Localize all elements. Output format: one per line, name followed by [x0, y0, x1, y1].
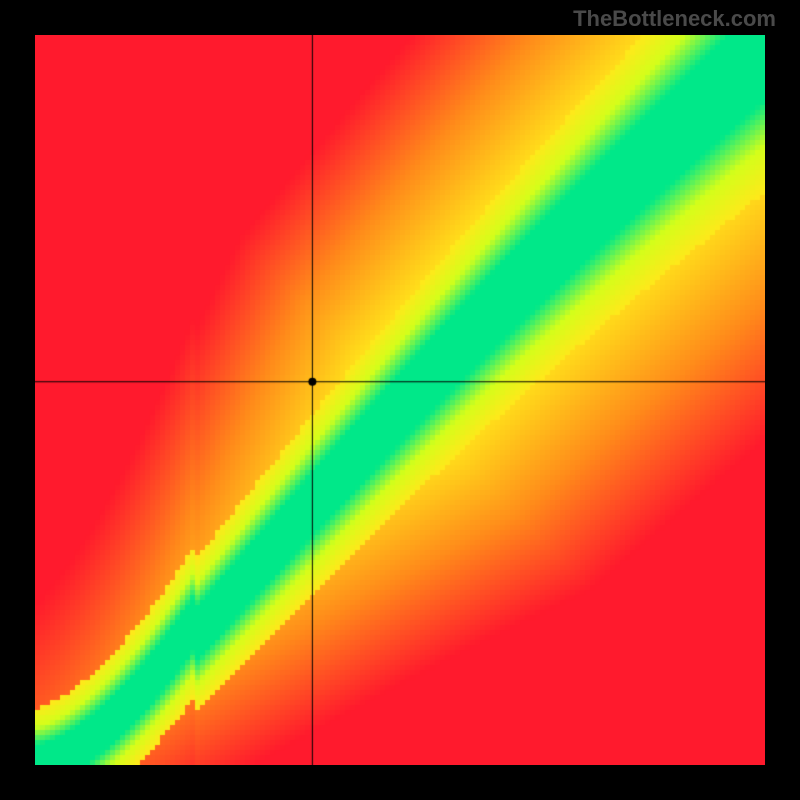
watermark-text: TheBottleneck.com: [573, 6, 776, 32]
heatmap-canvas: [35, 35, 765, 765]
plot-container: [35, 35, 765, 765]
